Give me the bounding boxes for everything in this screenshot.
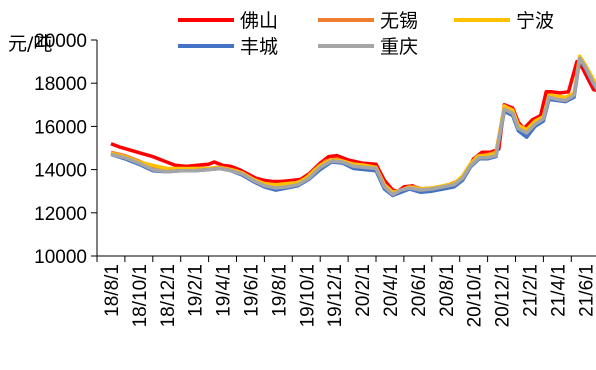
x-tick-label: 19/8/1 [269,264,290,317]
series-line [110,56,596,197]
x-tick-label: 19/2/1 [186,264,207,317]
x-tick-label: 21/4/1 [548,264,569,317]
legend-label: 无锡 [380,10,418,32]
x-tick-label: 21/6/1 [576,264,596,317]
x-tick-label: 19/10/1 [297,264,318,327]
legend-label: 宁波 [516,10,554,32]
x-tick-label: 19/12/1 [325,264,346,327]
legend-label: 佛山 [240,10,278,32]
x-tick-label: 19/6/1 [241,264,262,317]
y-ticks: 10000 12000 14000 16000 18000 20000 [34,31,97,268]
legend-label: 重庆 [380,36,418,58]
x-tick-label: 18/10/1 [130,264,151,327]
x-tick-label: 18/8/1 [102,264,123,317]
unit-label: 元/吨 [8,33,52,55]
x-tick-label: 20/6/1 [409,264,430,317]
y-tick-label: 12000 [34,204,87,225]
x-tick-label: 21/2/1 [520,264,541,317]
y-tick-label: 18000 [34,74,87,95]
y-tick-label: 14000 [34,161,87,182]
y-tick-label: 20000 [34,31,87,52]
x-tick-label: 20/12/1 [493,264,514,327]
x-tick-label: 19/4/1 [214,264,235,317]
x-tick-label: 18/12/1 [158,264,179,327]
legend-label: 丰城 [240,36,278,58]
x-tick-label: 20/4/1 [381,264,402,317]
x-tick-label: 20/10/1 [465,264,486,327]
x-tick-label: 20/8/1 [437,264,458,317]
lines-layer [110,54,596,198]
y-tick-label: 10000 [34,247,87,268]
x-ticks: 18/8/1 18/10/1 18/12/1 19/2/1 19/4/1 19/6/1 19… [96,256,596,327]
x-tick-label: 20/2/1 [353,264,374,317]
y-tick-label: 16000 [34,117,87,138]
